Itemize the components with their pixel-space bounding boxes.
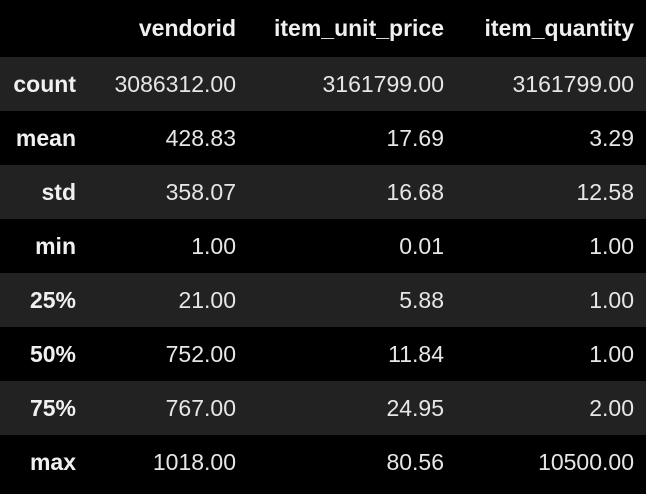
row-label: mean: [15, 124, 76, 151]
table-cell: 1.00: [589, 340, 634, 367]
index-header: [0, 0, 88, 57]
table-cell: 1.00: [589, 232, 634, 259]
table-row: mean 428.83 17.69 3.29: [0, 111, 646, 165]
table-row: std 358.07 16.68 12.58: [0, 165, 646, 219]
table-cell: 5.88: [399, 286, 444, 313]
table-cell: 3161799.00: [322, 70, 444, 97]
table-cell: 3086312.00: [114, 70, 236, 97]
table-cell: 2.00: [589, 394, 634, 421]
table-cell: 3.29: [589, 124, 634, 151]
table-cell: 11.84: [388, 340, 444, 367]
table-row: 50% 752.00 11.84 1.00: [0, 327, 646, 381]
row-label: std: [41, 178, 77, 205]
row-label: 75%: [29, 394, 76, 421]
table-row: max 1018.00 80.56 10500.00: [0, 435, 646, 490]
row-label: max: [29, 449, 76, 475]
table-row: count 3086312.00 3161799.00 3161799.00: [0, 57, 646, 111]
column-header-item-unit-price: item_unit_price: [248, 0, 456, 57]
table-row: 75% 767.00 24.95 2.00: [0, 381, 646, 435]
table-row: min 1.00 0.01 1.00: [0, 219, 646, 273]
header-row: vendorid item_unit_price item_quantity: [0, 0, 646, 57]
table-cell: 17.69: [386, 124, 444, 151]
column-header-item-quantity: item_quantity: [456, 0, 646, 57]
table-cell: 24.95: [386, 394, 444, 421]
table-cell: 767.00: [165, 394, 236, 421]
table-cell: 1.00: [191, 232, 236, 259]
table-cell: 358.07: [165, 178, 236, 205]
table-cell: 1018.00: [152, 449, 236, 475]
table-cell: 12.58: [576, 178, 634, 205]
table-cell: 1.00: [589, 286, 634, 313]
row-label: count: [13, 70, 76, 97]
column-header-vendorid: vendorid: [88, 0, 248, 57]
table-cell: 21.00: [178, 286, 236, 313]
table-row: 25% 21.00 5.88 1.00: [0, 273, 646, 327]
row-label: 50%: [29, 340, 76, 367]
row-label: 25%: [29, 286, 76, 313]
table-cell: 3161799.00: [512, 70, 634, 97]
table-cell: 428.83: [165, 124, 236, 151]
table-cell: 10500.00: [538, 449, 634, 475]
row-label: min: [35, 232, 76, 259]
table-cell: 80.56: [386, 449, 444, 475]
table-cell: 752.00: [165, 340, 236, 367]
table-cell: 0.01: [399, 232, 444, 259]
table-cell: 16.68: [386, 178, 444, 205]
